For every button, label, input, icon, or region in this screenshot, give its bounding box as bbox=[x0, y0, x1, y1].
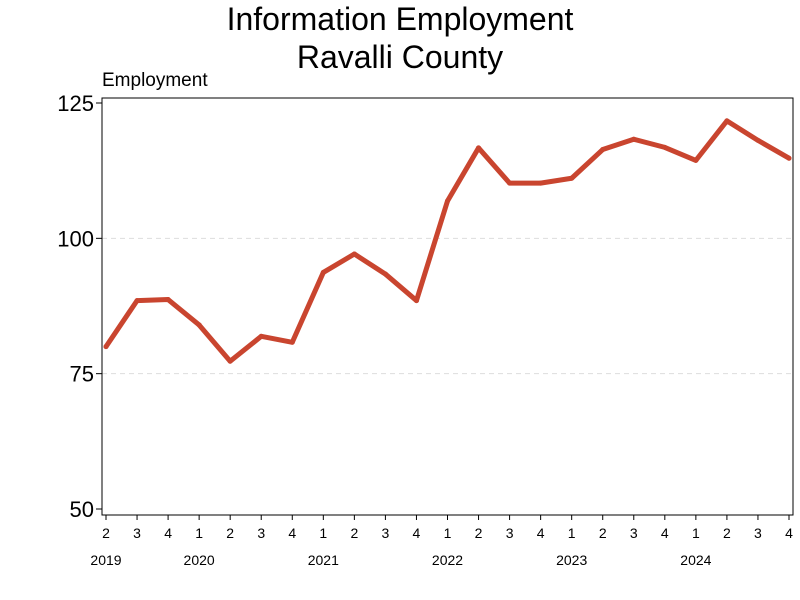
x-tick-label: 4 bbox=[785, 525, 793, 541]
data-point bbox=[382, 271, 388, 277]
chart-subtitle: Ravalli County bbox=[296, 39, 504, 75]
x-year-label: 2023 bbox=[556, 552, 587, 568]
x-tick-label: 1 bbox=[195, 525, 203, 541]
data-point bbox=[476, 145, 482, 151]
x-tick-label: 2 bbox=[102, 525, 110, 541]
x-tick-label: 4 bbox=[661, 525, 669, 541]
x-axis-ticks: 2 3 4 1 2 3 4 1 2 3 4 1 2 3 4 1 2 3 4 1 2 3 4 2019 2020 2021 2022 2… bbox=[90, 515, 793, 568]
data-point bbox=[103, 344, 109, 350]
x-tick-label: 4 bbox=[537, 525, 545, 541]
series-group bbox=[103, 118, 792, 364]
x-tick-label: 2 bbox=[226, 525, 234, 541]
x-tick-label: 4 bbox=[164, 525, 172, 541]
x-tick-label: 2 bbox=[723, 525, 731, 541]
data-point bbox=[538, 180, 544, 186]
data-point bbox=[445, 198, 450, 204]
x-tick-label: 4 bbox=[413, 525, 421, 541]
data-point bbox=[662, 144, 668, 150]
data-point bbox=[600, 147, 606, 153]
data-point bbox=[693, 157, 699, 163]
data-point bbox=[755, 137, 761, 143]
data-point bbox=[631, 136, 637, 142]
x-tick-label: 3 bbox=[630, 525, 638, 541]
x-tick-label: 2 bbox=[475, 525, 483, 541]
data-point bbox=[724, 118, 730, 124]
series-line bbox=[103, 118, 792, 364]
x-tick-label: 1 bbox=[319, 525, 327, 541]
data-point bbox=[258, 333, 264, 339]
data-point bbox=[569, 175, 575, 181]
x-year-label: 2021 bbox=[308, 552, 339, 568]
data-point bbox=[413, 298, 419, 304]
data-point bbox=[320, 269, 326, 275]
y-tick-label: 50 bbox=[70, 497, 94, 522]
x-tick-label: 1 bbox=[692, 525, 700, 541]
data-point bbox=[227, 358, 233, 364]
data-point bbox=[786, 155, 792, 161]
data-point bbox=[165, 297, 171, 303]
x-tick-label: 2 bbox=[599, 525, 607, 541]
x-tick-label: 2 bbox=[350, 525, 358, 541]
y-tick-label: 100 bbox=[57, 226, 94, 251]
y-axis-label: Employment bbox=[102, 70, 208, 91]
x-tick-label: 1 bbox=[444, 525, 452, 541]
data-point bbox=[507, 180, 513, 186]
x-tick-label: 3 bbox=[257, 525, 265, 541]
y-tick-label: 125 bbox=[57, 91, 94, 116]
data-point bbox=[196, 322, 202, 328]
x-tick-label: 3 bbox=[382, 525, 390, 541]
plot-frame bbox=[101, 97, 794, 516]
chart-title: Information Employment bbox=[226, 1, 574, 37]
data-point bbox=[351, 251, 357, 257]
x-tick-label: 3 bbox=[506, 525, 514, 541]
y-tick-label: 75 bbox=[70, 362, 94, 387]
x-tick-label: 3 bbox=[754, 525, 762, 541]
x-year-label: 2022 bbox=[432, 552, 463, 568]
x-year-label: 2019 bbox=[90, 552, 121, 568]
x-year-label: 2020 bbox=[184, 552, 215, 568]
data-point bbox=[134, 298, 140, 304]
x-tick-label: 4 bbox=[288, 525, 296, 541]
grid-lines bbox=[102, 237, 793, 375]
x-tick-label: 3 bbox=[133, 525, 141, 541]
x-tick-label: 1 bbox=[568, 525, 576, 541]
data-point bbox=[289, 339, 295, 345]
x-year-label: 2024 bbox=[680, 552, 711, 568]
y-axis-ticks: 50 75 100 125 bbox=[57, 91, 102, 522]
